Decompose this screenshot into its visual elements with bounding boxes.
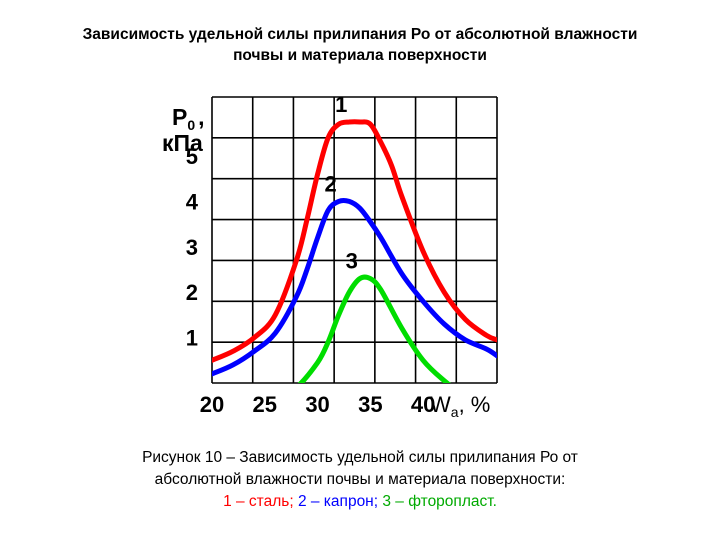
y-tick-label: 5 bbox=[186, 144, 198, 169]
x-tick-label: 30 bbox=[305, 392, 329, 417]
curve-labels: 1 2 3 bbox=[325, 92, 358, 274]
legend-item-steel: 1 – сталь; bbox=[223, 493, 294, 510]
series-label-2: 2 bbox=[325, 171, 337, 196]
y-tick-labels: 1 2 3 4 5 bbox=[186, 144, 199, 351]
x-tick-labels: 20 25 30 35 40 bbox=[200, 392, 436, 417]
y-axis-label-unit: кПа bbox=[162, 130, 203, 156]
y-axis-label: P0, кПа bbox=[162, 104, 205, 156]
figure-caption: Рисунок 10 – Зависимость удельной силы п… bbox=[60, 447, 660, 513]
y-axis-label-symbol: P0, bbox=[172, 104, 205, 133]
y-tick-label: 4 bbox=[186, 189, 199, 214]
x-axis-label: Wa, % bbox=[430, 392, 490, 420]
title-line-2: почвы и материала поверхности bbox=[233, 47, 487, 64]
adhesion-chart: P0, кПа 1 2 3 4 5 20 25 30 35 40 Wa, % 1 2 3 bbox=[162, 92, 498, 420]
legend-item-ptfe: 3 – фторопласт. bbox=[382, 493, 497, 510]
y-tick-label: 3 bbox=[186, 235, 198, 260]
x-tick-label: 25 bbox=[253, 392, 277, 417]
series-line-3 bbox=[297, 274, 451, 383]
series-label-1: 1 bbox=[335, 92, 347, 117]
slide-title: Зависимость удельной силы прилипания Ро … bbox=[20, 24, 700, 66]
x-tick-label: 35 bbox=[358, 392, 382, 417]
series-label-3: 3 bbox=[346, 249, 358, 274]
series-line-2 bbox=[212, 197, 497, 377]
x-tick-label: 20 bbox=[200, 392, 224, 417]
caption-legend: 1 – сталь; 2 – капрон; 3 – фторопласт. bbox=[60, 491, 660, 513]
caption-line-1: Рисунок 10 – Зависимость удельной силы п… bbox=[142, 449, 578, 466]
x-tick-label: 40 bbox=[411, 392, 435, 417]
title-line-1: Зависимость удельной силы прилипания Ро … bbox=[82, 26, 638, 43]
caption-line-2: абсолютной влажности почвы и материала п… bbox=[154, 471, 566, 488]
legend-item-kapron: 2 – капрон; bbox=[297, 493, 379, 510]
y-tick-label: 2 bbox=[186, 280, 198, 305]
series-line-1 bbox=[212, 119, 497, 363]
y-tick-label: 1 bbox=[186, 326, 198, 351]
series-lines bbox=[212, 119, 497, 383]
